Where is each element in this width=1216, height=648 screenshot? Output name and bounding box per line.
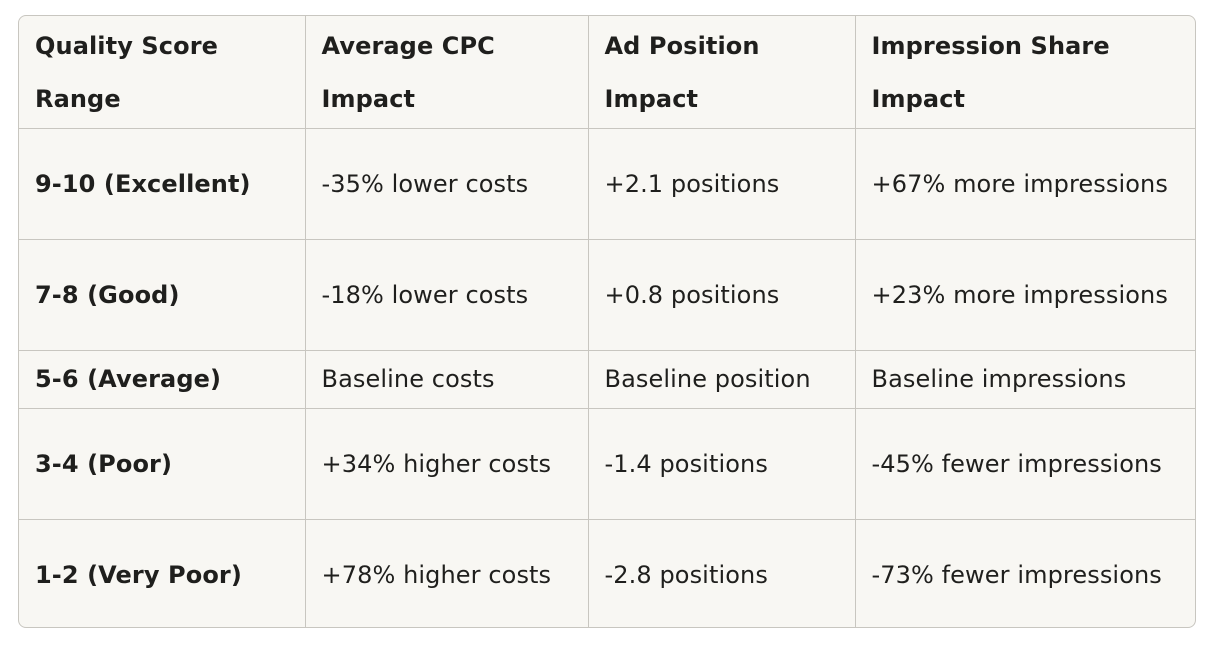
position-impact-cell: Baseline position — [588, 350, 856, 409]
impression-share-cell: -73% fewer impressions — [871, 560, 1162, 589]
impression-share-cell: Baseline impressions — [855, 350, 1195, 409]
header-quality-score-range: Quality Score Range — [19, 16, 306, 129]
row-label: 3-4 (Poor) — [19, 408, 306, 520]
cpc-impact-cell: +78% higher costs — [305, 519, 589, 627]
table-row: 7-8 (Good) -18% lower costs +0.8 positio… — [19, 239, 1195, 351]
position-impact-cell: +0.8 positions — [588, 239, 856, 351]
row-label: 1-2 (Very Poor) — [19, 519, 306, 627]
impression-share-cell: -45% fewer impressions — [855, 408, 1195, 520]
position-impact-cell: -1.4 positions — [588, 408, 856, 520]
table-row: 9-10 (Excellent) -35% lower costs +2.1 p… — [19, 128, 1195, 240]
table-row: 3-4 (Poor) +34% higher costs -1.4 positi… — [19, 408, 1195, 520]
table-row: 1-2 (Very Poor) +78% higher costs -2.8 p… — [19, 519, 1195, 627]
impression-share-cell: +67% more impressions — [855, 128, 1195, 240]
cpc-impact-cell: -18% lower costs — [305, 239, 589, 351]
table-row: 5-6 (Average) Baseline costs Baseline po… — [19, 350, 1195, 409]
row-label: 5-6 (Average) — [19, 350, 306, 409]
position-impact-cell: +2.1 positions — [588, 128, 856, 240]
row-label: 7-8 (Good) — [19, 239, 306, 351]
data-table: Quality Score Range Average CPC Impact A… — [19, 16, 1195, 627]
header-row: Quality Score Range Average CPC Impact A… — [19, 16, 1195, 129]
header-impression-share-impact: Impression Share Impact — [855, 16, 1195, 129]
quality-score-table: Quality Score Range Average CPC Impact A… — [18, 15, 1196, 628]
position-impact-cell: -2.8 positions — [588, 519, 856, 627]
cpc-impact-cell: Baseline costs — [305, 350, 589, 409]
cpc-impact-cell: +34% higher costs — [305, 408, 589, 520]
header-ad-position-impact: Ad Position Impact — [588, 16, 856, 129]
impression-share-cell: +23% more impressions — [855, 239, 1195, 351]
header-average-cpc-impact: Average CPC Impact — [305, 16, 589, 129]
cpc-impact-cell: -35% lower costs — [305, 128, 589, 240]
row-label: 9-10 (Excellent) — [19, 128, 306, 240]
